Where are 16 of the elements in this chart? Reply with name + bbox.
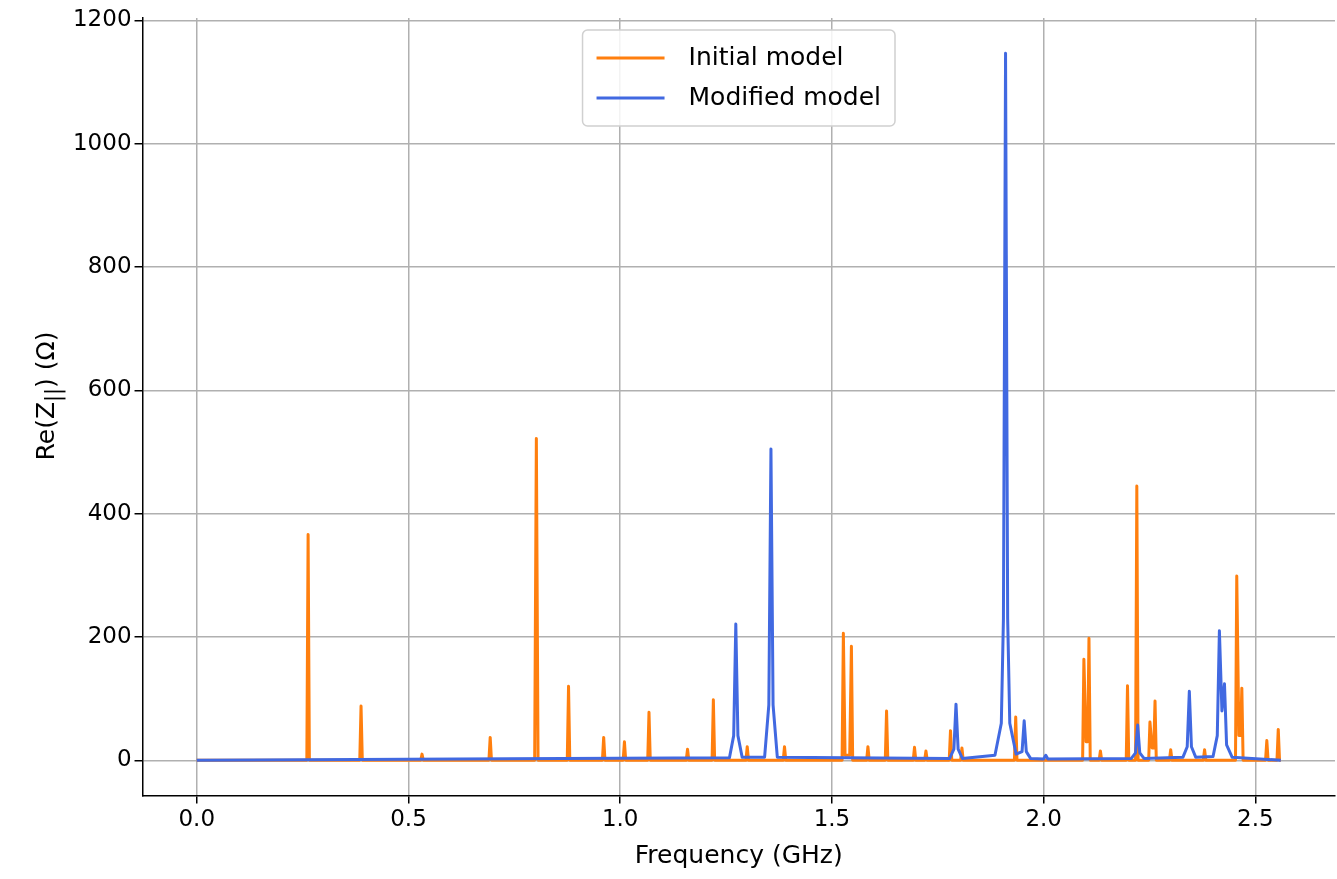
x-tick-label: 0.5 [390, 805, 427, 832]
y-tick-label: 1200 [72, 5, 132, 32]
y-tick-label: 600 [87, 375, 132, 402]
y-tick-label: 1000 [72, 128, 132, 155]
legend-label: Initial model [688, 41, 844, 71]
x-tick-label: 1.5 [813, 805, 851, 832]
x-tick-label: 2.5 [1237, 805, 1274, 832]
y-tick-label: 400 [87, 498, 132, 525]
x-axis-title: Frequency (GHz) [634, 839, 843, 869]
x-tick-label: 1.0 [601, 805, 639, 832]
x-tick-label: 0.0 [178, 805, 216, 832]
y-tick-label: 200 [87, 621, 132, 648]
y-tick-label: 0 [116, 745, 132, 772]
x-tick-label: 2.0 [1025, 805, 1062, 832]
legend-label: Modified model [688, 81, 881, 111]
y-tick-label: 800 [87, 252, 132, 279]
